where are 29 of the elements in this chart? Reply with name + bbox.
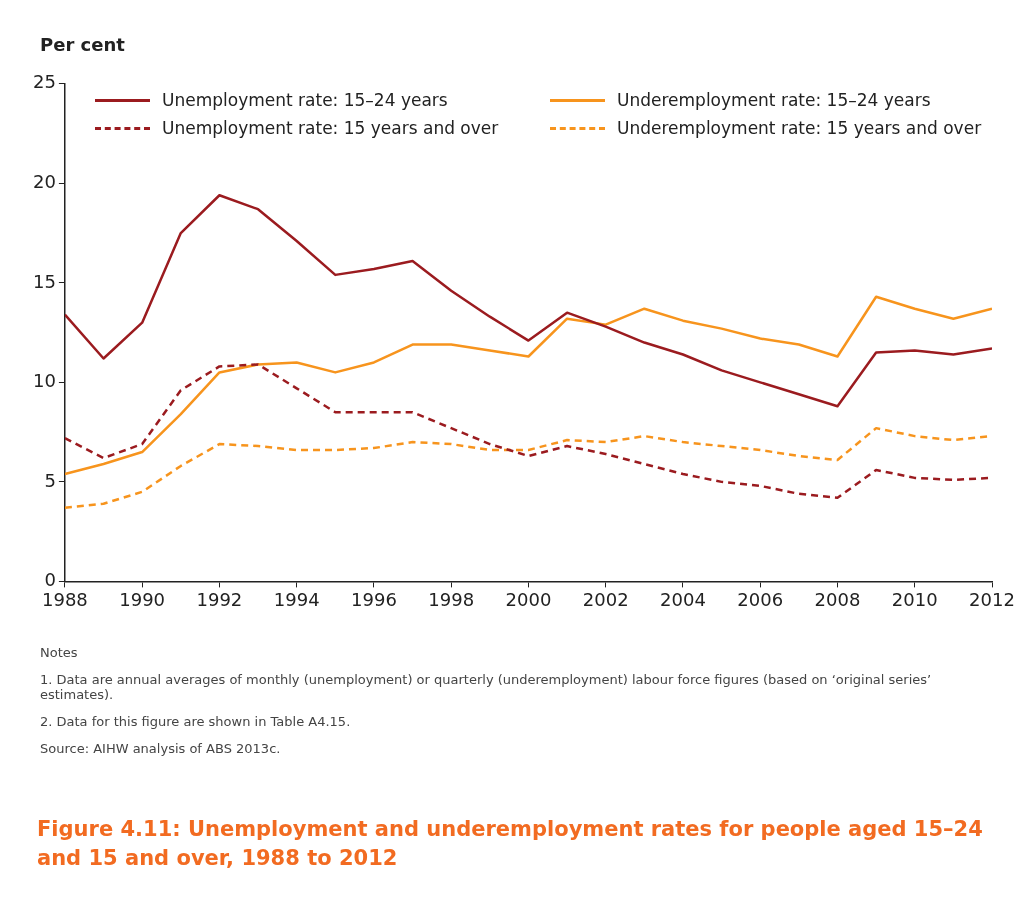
text: 1. Data are annual averages of monthly (unemployment) or quarterly (underemployment) labour force figures (based on ‘original series’ estimates). [40, 672, 933, 702]
legend-label: Unemployment rate: 15 years and over [162, 118, 499, 138]
text: Notes [40, 645, 79, 660]
text: Figure 4.11: Unemployment and underemployment rates for people aged 15–24 and 15 and over, 1988 to 2012 [37, 816, 984, 873]
y-tick-label: 25 [33, 71, 56, 93]
x-tick-label: 2010 [891, 588, 938, 610]
y-tick-label: 10 [33, 370, 56, 392]
x-tick-label: 2000 [505, 588, 552, 610]
legend-label: Underemployment rate: 15–24 years [617, 90, 931, 110]
x-tick-label: 1996 [351, 588, 397, 610]
x-tick-label: 2004 [660, 588, 706, 610]
y-tick-label: 0 [44, 569, 56, 591]
y-axis-title: Per cent [40, 34, 125, 55]
x-tick-label: 2006 [737, 588, 784, 610]
x-tick-label: 1990 [119, 588, 166, 610]
x-tick-label: 1998 [428, 588, 475, 610]
source-note: Source: AIHW analysis of ABS 2013c. [40, 741, 282, 756]
x-tick-label: 1992 [196, 588, 243, 610]
x-tick-label: 2002 [582, 588, 629, 610]
x-tick-label: 2008 [814, 588, 861, 610]
x-tick-label: 1994 [273, 588, 320, 610]
x-tick-label: 1988 [42, 588, 88, 610]
text: 2. Data for this figure are shown in Table A4.15. [40, 714, 352, 729]
y-tick-label: 5 [44, 469, 56, 491]
legend-label: Underemployment rate: 15 years and over [617, 118, 982, 138]
y-tick-label: 15 [33, 270, 56, 292]
y-tick-label: 20 [33, 170, 56, 192]
legend-label: Unemployment rate: 15–24 years [162, 90, 448, 110]
x-tick-label: 2012 [969, 588, 1015, 610]
